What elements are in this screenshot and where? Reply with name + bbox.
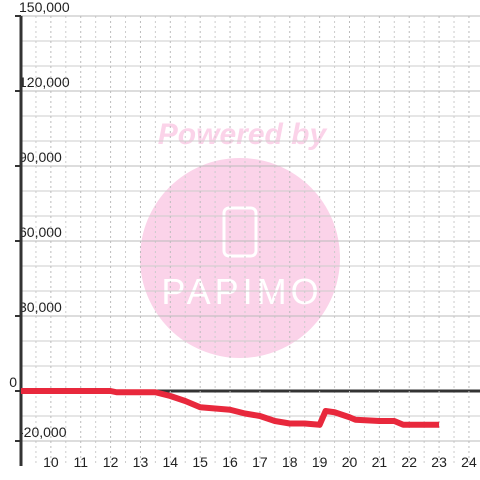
x-tick-label: 22: [401, 454, 417, 470]
y-tick-label: 150,000: [19, 0, 70, 15]
y-tick-label: 60,000: [19, 224, 62, 240]
watermark-text: Powered by: [158, 118, 328, 151]
x-tick-label: 18: [282, 454, 298, 470]
y-tick-label: 30,000: [19, 299, 62, 315]
x-tick-label: 20: [342, 454, 358, 470]
x-tick-label: 15: [192, 454, 208, 470]
x-tick-label: 11: [73, 454, 88, 470]
x-tick-label: 21: [372, 454, 388, 470]
x-tick-label: 24: [461, 454, 477, 470]
x-tick-label: 14: [163, 454, 179, 470]
data-line: [21, 388, 440, 428]
x-tick-label: 16: [222, 454, 238, 470]
y-tick-label: 120,000: [19, 74, 70, 90]
x-tick-label: 12: [103, 454, 119, 470]
y-tick-label: 0: [9, 374, 17, 390]
watermark-icon: [222, 206, 258, 258]
x-tick-label: 13: [133, 454, 149, 470]
y-tick-label: 90,000: [19, 149, 62, 165]
x-tick-label: 17: [252, 454, 268, 470]
x-tick-label: 19: [312, 454, 328, 470]
y-tick-label: -20,000: [19, 424, 67, 440]
x-tick-label: 10: [43, 454, 59, 470]
x-tick-label: 23: [431, 454, 447, 470]
